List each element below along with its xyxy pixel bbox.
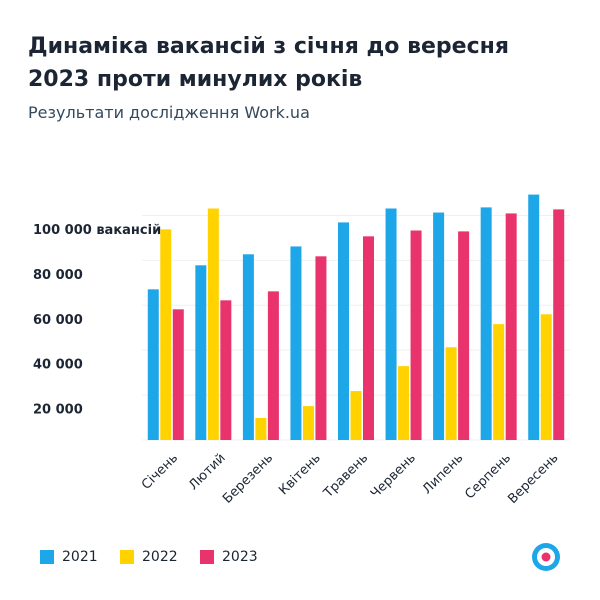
bar [433, 212, 445, 440]
y-tick-label: 100 000 вакансій [33, 223, 161, 238]
bar [410, 230, 422, 440]
bar [445, 347, 457, 440]
y-tick-label: 40 000 [33, 358, 83, 373]
bar [385, 208, 397, 440]
bar [290, 246, 302, 440]
bar [207, 208, 219, 440]
chart-title: Динаміка вакансій з січня до вересня 202… [28, 34, 509, 92]
bar [458, 231, 470, 440]
bar [160, 229, 172, 440]
legend-swatch [40, 550, 54, 564]
bar [302, 406, 314, 440]
bar [315, 256, 327, 440]
legend-label: 2023 [222, 549, 258, 565]
x-tick-label: Січень [139, 451, 181, 493]
bar [480, 207, 492, 440]
bar [398, 366, 410, 440]
x-tick-label: Квітень [276, 451, 324, 499]
logo [532, 543, 560, 571]
x-tick-label: Липень [420, 451, 467, 498]
x-tick-label: Червень [368, 451, 419, 502]
x-tick-label: Вересень [505, 451, 561, 507]
bar [172, 309, 184, 440]
legend-swatch [120, 550, 134, 564]
bar [242, 254, 254, 440]
bar [338, 222, 349, 440]
x-tick-label: Лютий [186, 451, 229, 494]
legend-label: 2022 [142, 549, 178, 565]
x-tick-label: Травень [320, 451, 371, 502]
legend-swatch [200, 550, 214, 564]
chart-subtitle: Результати дослідження Work.ua [28, 103, 310, 122]
bar [350, 391, 362, 440]
bar [255, 417, 267, 440]
legend-label: 2021 [62, 549, 98, 565]
y-tick-label: 80 000 [33, 268, 83, 283]
bar [553, 209, 565, 440]
bar [540, 314, 552, 440]
bar [493, 324, 505, 440]
bar [505, 213, 517, 440]
bar [528, 194, 540, 440]
bar [220, 300, 232, 440]
y-tick-label: 60 000 [33, 313, 83, 328]
bar [195, 265, 207, 440]
y-tick-label: 20 000 [33, 403, 83, 418]
x-tick-label: Березень [220, 451, 276, 507]
bar [147, 289, 159, 440]
bar [267, 291, 279, 440]
bar [363, 236, 374, 440]
